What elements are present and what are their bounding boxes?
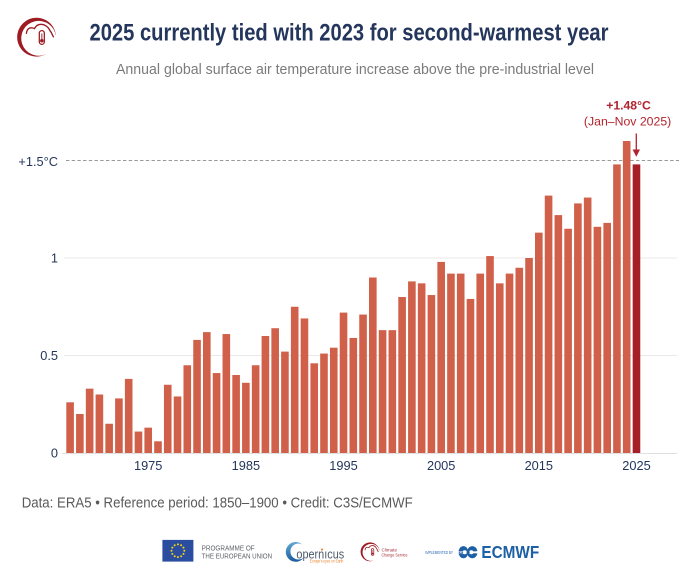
svg-text:Data: ERA5 • Reference period:: Data: ERA5 • Reference period: 1850–1900…: [22, 495, 413, 512]
svg-text:Europe's eyes on Earth: Europe's eyes on Earth: [310, 559, 344, 564]
svg-text:2005: 2005: [427, 458, 455, 473]
svg-text:1975: 1975: [134, 458, 162, 473]
svg-text:0.5: 0.5: [40, 348, 58, 363]
svg-text:+1.48°C: +1.48°C: [606, 99, 651, 113]
svg-text:(Jan–Nov 2025): (Jan–Nov 2025): [584, 114, 671, 128]
svg-text:Annual global surface air temp: Annual global surface air temperature in…: [116, 62, 594, 78]
svg-text:2015: 2015: [525, 458, 553, 473]
svg-text:IMPLEMENTED BY: IMPLEMENTED BY: [425, 550, 453, 555]
svg-text:PROGRAMME OF: PROGRAMME OF: [202, 546, 255, 553]
svg-text:2025: 2025: [622, 458, 650, 473]
svg-text:1: 1: [51, 251, 58, 266]
svg-text:0: 0: [51, 446, 58, 461]
svg-text:THE EUROPEAN UNION: THE EUROPEAN UNION: [202, 553, 273, 560]
svg-text:+1.5°C: +1.5°C: [18, 154, 58, 169]
svg-text:Change Service: Change Service: [382, 552, 408, 557]
svg-text:1985: 1985: [232, 458, 260, 473]
svg-text:2025 currently tied with 2023: 2025 currently tied with 2023 for second…: [90, 20, 609, 47]
svg-text:1995: 1995: [329, 458, 357, 473]
svg-text:ECMWF: ECMWF: [481, 542, 539, 562]
svg-text:opernıcus: opernıcus: [296, 547, 344, 562]
svg-text:Climate: Climate: [382, 547, 398, 552]
